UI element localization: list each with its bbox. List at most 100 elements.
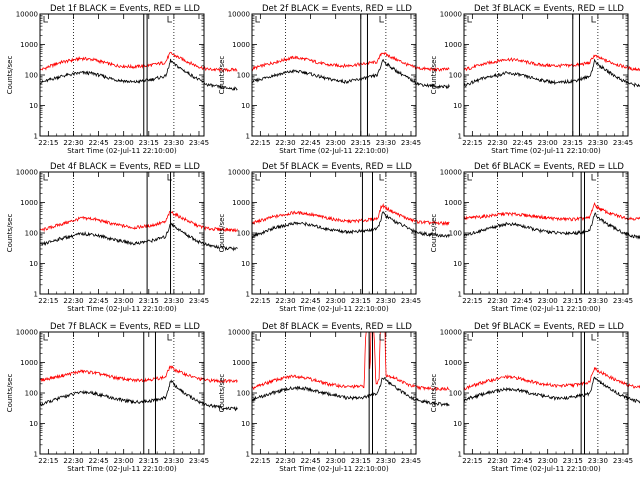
corner-marker: [255, 16, 260, 23]
y-tick-label: 1: [458, 133, 462, 141]
x-tick-label: 22:15: [462, 457, 482, 465]
y-tick-label: 1: [246, 451, 250, 459]
y-tick-label: 1000: [20, 41, 38, 49]
events-series-line: [251, 58, 450, 90]
x-tick-label: 23:45: [189, 139, 209, 147]
x-tick-label: 23:45: [613, 139, 633, 147]
x-tick-label: 23:15: [563, 139, 583, 147]
y-tick-label: 100: [449, 390, 462, 398]
detector-panel: Det 2f BLACK = Events, RED = LLD 1 10 100 10…: [218, 4, 450, 155]
y-tick-label: 10: [29, 102, 38, 110]
y-axis-label: Counts/sec: [6, 374, 14, 413]
corner-marker: [379, 334, 384, 341]
y-tick-label: 10000: [440, 11, 462, 19]
panel-frame: [39, 171, 205, 295]
x-tick-label: 22:45: [300, 297, 320, 305]
panel-title: Det 7f BLACK = Events, RED = LLD: [50, 322, 200, 332]
corner-marker: [591, 174, 596, 181]
y-tick-label: 10000: [440, 169, 462, 177]
panel-title: Det 5f BLACK = Events, RED = LLD: [262, 162, 412, 172]
y-tick-label: 10000: [228, 329, 250, 337]
x-tick-label: 23:30: [588, 297, 608, 305]
y-tick-label: 10: [453, 420, 462, 428]
x-tick-label: 22:30: [63, 457, 83, 465]
y-tick-label: 10: [29, 420, 38, 428]
x-axis-label: Start Time (02-Jul-11 22:10:00): [491, 147, 601, 155]
lld-series-line: [39, 51, 238, 73]
x-tick-label: 23:00: [114, 297, 134, 305]
x-axis-label: Start Time (02-Jul-11 22:10:00): [491, 305, 601, 313]
x-tick-label: 22:45: [300, 457, 320, 465]
x-tick-label: 23:30: [164, 457, 184, 465]
x-tick-label: 23:00: [326, 297, 346, 305]
x-tick-label: 22:15: [462, 139, 482, 147]
events-series-line: [251, 377, 450, 407]
corner-marker: [255, 174, 260, 181]
lld-series-line: [39, 365, 238, 384]
y-tick-label: 1000: [444, 41, 462, 49]
y-tick-label: 1: [34, 291, 38, 299]
x-tick-label: 23:00: [538, 457, 558, 465]
x-tick-label: 23:45: [401, 297, 421, 305]
y-tick-label: 10000: [16, 169, 38, 177]
y-tick-label: 100: [237, 72, 250, 80]
panel-title: Det 8f BLACK = Events, RED = LLD: [262, 322, 412, 332]
x-tick-label: 23:30: [164, 139, 184, 147]
corner-marker: [379, 16, 384, 23]
x-tick-label: 22:30: [63, 297, 83, 305]
y-tick-label: 100: [237, 230, 250, 238]
x-tick-label: 23:00: [538, 139, 558, 147]
events-series-line: [39, 379, 238, 412]
x-tick-label: 22:15: [250, 139, 270, 147]
x-tick-label: 22:45: [88, 457, 108, 465]
x-tick-label: 22:45: [88, 139, 108, 147]
corner-marker: [379, 174, 384, 181]
y-tick-label: 10: [241, 102, 250, 110]
y-tick-label: 10: [241, 260, 250, 268]
y-tick-label: 100: [25, 72, 38, 80]
x-tick-label: 23:30: [588, 139, 608, 147]
panel-frame: [463, 171, 629, 295]
detector-panel: Det 1f BLACK = Events, RED = LLD 1 10 100 10…: [6, 4, 238, 155]
detector-panel: Det 3f BLACK = Events, RED = LLD 1 10 100 10…: [430, 4, 640, 155]
y-tick-label: 1000: [20, 359, 38, 367]
detector-panel: Det 6f BLACK = Events, RED = LLD 1 10 100 10…: [430, 162, 640, 313]
y-tick-label: 10: [453, 102, 462, 110]
detector-panel: Det 7f BLACK = Events, RED = LLD 1 10 100 10…: [6, 322, 238, 473]
y-axis-label: Counts/sec: [430, 374, 438, 413]
y-tick-label: 1: [458, 451, 462, 459]
y-tick-label: 1000: [444, 359, 462, 367]
y-tick-label: 1000: [232, 359, 250, 367]
corner-marker: [167, 16, 172, 23]
x-tick-label: 22:45: [512, 297, 532, 305]
x-tick-label: 23:15: [563, 457, 583, 465]
y-tick-label: 10000: [228, 169, 250, 177]
corner-marker: [43, 16, 48, 23]
panel-frame: [251, 331, 417, 455]
x-tick-label: 23:00: [114, 139, 134, 147]
lld-series-line: [251, 203, 450, 227]
panel-title: Det 6f BLACK = Events, RED = LLD: [474, 162, 624, 172]
x-tick-label: 22:15: [38, 139, 58, 147]
x-tick-label: 23:45: [401, 139, 421, 147]
corner-marker: [591, 334, 596, 341]
y-tick-label: 1000: [232, 41, 250, 49]
x-tick-label: 23:15: [139, 139, 159, 147]
y-tick-label: 1000: [232, 199, 250, 207]
detector-panel: Det 5f BLACK = Events, RED = LLD 1 10 100 10…: [218, 162, 450, 313]
y-axis-label: Counts/sec: [218, 374, 226, 413]
lld-series-line: [251, 331, 450, 391]
x-tick-label: 23:00: [326, 457, 346, 465]
detector-panel: Det 9f BLACK = Events, RED = LLD 1 10 100 10…: [430, 322, 640, 473]
x-tick-label: 22:15: [38, 297, 58, 305]
x-tick-label: 23:30: [376, 139, 396, 147]
y-tick-label: 10000: [16, 329, 38, 337]
x-tick-label: 22:15: [250, 297, 270, 305]
x-tick-label: 23:15: [139, 457, 159, 465]
corner-marker: [467, 334, 472, 341]
y-tick-label: 1: [34, 133, 38, 141]
corner-marker: [167, 334, 172, 341]
x-axis-label: Start Time (02-Jul-11 22:10:00): [279, 147, 389, 155]
corner-marker: [591, 16, 596, 23]
x-tick-label: 22:15: [38, 457, 58, 465]
